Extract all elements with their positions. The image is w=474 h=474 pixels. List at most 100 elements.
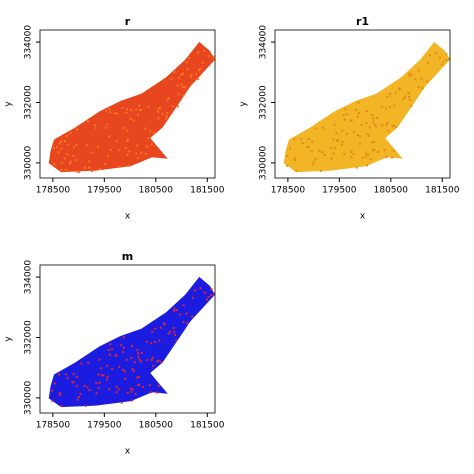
raster-texture [132, 369, 135, 372]
raster-texture [157, 384, 160, 387]
y-tick-label: 332000 [259, 85, 269, 120]
raster-texture [206, 298, 209, 301]
raster-texture [293, 138, 296, 141]
raster-texture [173, 307, 176, 310]
raster-texture [417, 85, 420, 88]
plot-box [39, 29, 216, 179]
x-tick-label: 178500 [36, 421, 71, 431]
raster-texture [108, 353, 111, 356]
x-tick-label: 179500 [87, 421, 122, 431]
raster-texture [88, 389, 91, 392]
raster-texture [173, 309, 176, 312]
raster-texture [198, 69, 201, 72]
raster-texture [372, 120, 375, 123]
raster-texture [115, 391, 118, 394]
raster-texture [409, 98, 412, 101]
raster-texture [124, 147, 127, 150]
raster-texture [295, 169, 298, 172]
raster-texture [88, 160, 91, 163]
raster-texture [356, 134, 359, 137]
raster-texture [312, 161, 315, 164]
raster-texture [127, 164, 130, 167]
raster-texture [93, 124, 96, 127]
raster-texture [189, 75, 192, 78]
raster-texture [306, 146, 309, 149]
raster-texture [107, 349, 110, 352]
raster-texture [167, 97, 170, 100]
raster-texture [79, 392, 82, 395]
raster-texture [86, 144, 89, 147]
raster-texture [307, 137, 310, 140]
raster-texture [386, 95, 389, 98]
raster-texture [357, 115, 360, 118]
raster-texture [345, 113, 348, 116]
raster-texture [366, 153, 369, 156]
raster-texture [75, 170, 78, 173]
raster-texture [366, 164, 369, 167]
raster-texture [76, 398, 79, 401]
raster-texture [150, 342, 153, 345]
x-tick-label: 180500 [374, 186, 409, 196]
raster-texture [100, 374, 103, 377]
raster-texture [394, 91, 397, 94]
raster-texture [68, 162, 71, 165]
raster-texture [190, 73, 193, 76]
raster-texture [361, 156, 364, 159]
y-tick-label: 332000 [24, 320, 34, 355]
raster-texture [179, 313, 182, 316]
raster-texture [58, 142, 61, 145]
x-tick-label: 178500 [36, 186, 71, 196]
y-axis-label: y [4, 101, 14, 107]
raster-texture [126, 138, 129, 141]
raster-texture [106, 375, 109, 378]
raster-texture [346, 133, 349, 136]
raster-texture [135, 108, 138, 111]
raster-texture [115, 385, 118, 388]
raster-texture [185, 61, 188, 64]
raster-texture [203, 49, 206, 52]
raster-texture [65, 134, 68, 137]
y-tick-label: 332000 [24, 85, 34, 120]
raster-texture [98, 381, 101, 384]
raster-texture [372, 149, 375, 152]
x-axis-label: x [360, 212, 366, 222]
raster-texture [58, 392, 61, 395]
raster-texture [60, 168, 63, 171]
raster-texture [87, 361, 90, 364]
raster-texture [182, 86, 185, 89]
raster-texture [126, 153, 129, 156]
raster-texture [337, 139, 340, 142]
raster-texture [350, 150, 353, 153]
raster-texture [196, 78, 199, 81]
raster-texture [144, 152, 147, 155]
x-axis-label: x [125, 212, 131, 222]
raster-texture [104, 162, 107, 165]
raster-texture [374, 125, 377, 128]
x-tick-label: 178500 [271, 186, 306, 196]
raster-texture [108, 110, 111, 113]
raster-texture [410, 74, 413, 77]
raster-texture [176, 84, 179, 87]
raster-texture [100, 367, 103, 370]
raster-texture [106, 123, 109, 126]
y-tick-label: 334000 [259, 25, 269, 60]
raster-texture [207, 54, 210, 57]
raster-texture [83, 384, 86, 387]
raster-texture [333, 146, 336, 149]
raster-texture [293, 159, 296, 162]
raster-texture [150, 143, 153, 146]
raster-texture [107, 155, 110, 158]
raster-texture [111, 368, 114, 371]
raster-texture [203, 291, 206, 294]
raster-texture [181, 72, 184, 75]
raster-texture [87, 120, 90, 123]
raster-texture [207, 296, 210, 299]
raster-texture [340, 143, 343, 146]
raster-texture [319, 169, 322, 172]
raster-texture [182, 94, 185, 97]
raster-texture [66, 153, 69, 156]
y-tick-label: 334000 [24, 260, 34, 295]
raster-texture [372, 140, 375, 143]
raster-texture [385, 156, 388, 159]
raster-texture [76, 128, 79, 131]
